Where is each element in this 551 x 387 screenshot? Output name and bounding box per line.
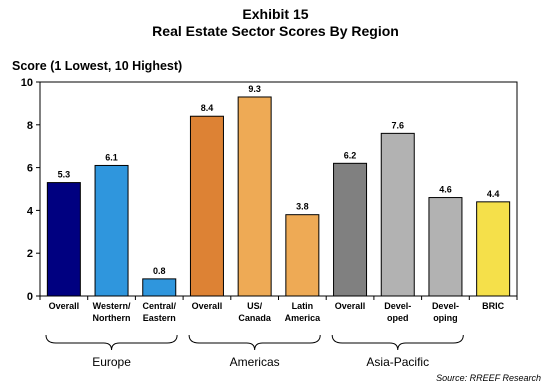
- category-label: Overall: [192, 301, 223, 311]
- category-label: Devel-: [432, 301, 459, 311]
- bar: [285, 214, 320, 297]
- bar-value-label: 8.4: [201, 103, 214, 113]
- bar-value-label: 4.4: [487, 189, 500, 199]
- bar: [189, 115, 224, 297]
- bar-value-label: 6.2: [344, 150, 357, 160]
- bar-value-label: 0.8: [153, 266, 166, 276]
- group-label: Europe: [92, 355, 131, 369]
- category-label: Western/: [93, 301, 131, 311]
- category-label: Overall: [335, 301, 366, 311]
- bar: [46, 182, 81, 297]
- category-label: Eastern: [143, 313, 176, 323]
- group-brace: [331, 334, 464, 351]
- group-brace: [45, 334, 178, 351]
- bar-value-label: 9.3: [248, 84, 261, 94]
- bar: [380, 132, 415, 297]
- y-tick-label: 4: [27, 205, 34, 217]
- group-label: Americas: [230, 355, 280, 369]
- group-brace: [188, 334, 321, 351]
- exhibit-number: Exhibit 15: [242, 6, 309, 22]
- source-note: Source: RREEF Research: [436, 373, 541, 383]
- y-tick-label: 2: [27, 248, 33, 260]
- category-label: BRIC: [482, 301, 504, 311]
- category-label: oped: [387, 313, 409, 323]
- bar-value-label: 5.3: [58, 170, 71, 180]
- bar: [142, 278, 177, 297]
- category-label: Canada: [238, 313, 272, 323]
- bar-value-label: 4.6: [439, 185, 452, 195]
- bar: [94, 164, 129, 297]
- category-label: Latin: [292, 301, 314, 311]
- category-label: Northern: [93, 313, 131, 323]
- bar-value-label: 6.1: [105, 152, 118, 162]
- category-label: oping: [433, 313, 458, 323]
- category-label: Devel-: [384, 301, 411, 311]
- y-tick-label: 8: [27, 120, 33, 132]
- bar: [476, 201, 511, 297]
- category-label: Central/: [142, 301, 176, 311]
- category-label: America: [285, 313, 322, 323]
- bar: [237, 96, 272, 297]
- category-label: US/: [247, 301, 263, 311]
- bar: [333, 162, 368, 297]
- bar-value-label: 3.8: [296, 202, 309, 212]
- bar-value-label: 7.6: [391, 120, 404, 130]
- chart-title: Real Estate Sector Scores By Region: [152, 23, 399, 39]
- category-label: Overall: [49, 301, 80, 311]
- y-tick-label: 6: [27, 163, 33, 175]
- y-tick-label: 0: [27, 291, 33, 303]
- bar: [428, 197, 463, 297]
- y-axis-label: Score (1 Lowest, 10 Highest): [12, 59, 183, 73]
- y-tick-label: 10: [21, 77, 33, 89]
- group-label: Asia-Pacific: [366, 355, 429, 369]
